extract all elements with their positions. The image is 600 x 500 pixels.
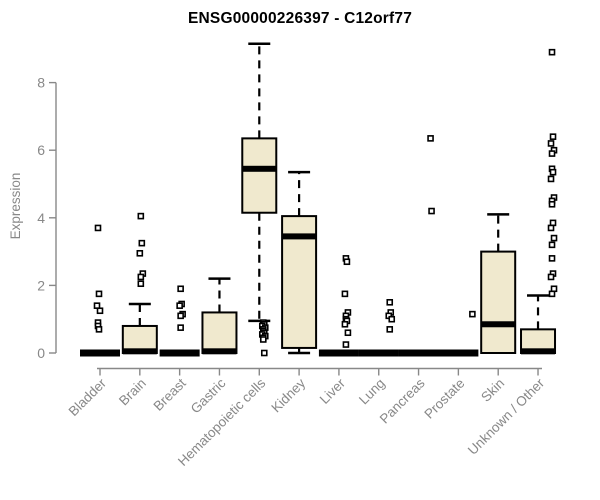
- y-tick-label: 2: [37, 277, 45, 293]
- outlier-point: [177, 285, 184, 293]
- collapsed-box: [358, 349, 399, 357]
- y-tick-label: 0: [37, 345, 45, 361]
- outlier-point: [548, 150, 556, 157]
- outlier-point: [94, 224, 102, 232]
- outlier-point: [549, 168, 557, 176]
- collapsed-box: [398, 349, 439, 357]
- x-tick-label: Brain: [116, 376, 149, 409]
- box: [241, 137, 278, 214]
- outlier-point: [177, 312, 184, 320]
- outlier-point: [549, 219, 557, 227]
- outlier-point: [137, 280, 145, 288]
- x-tick-label: Liver: [317, 375, 349, 407]
- outlier-point: [547, 140, 555, 147]
- chart-title: ENSG00000226397 - C12orf77: [187, 10, 413, 27]
- outlier-point: [428, 207, 435, 215]
- outlier-point: [550, 234, 558, 242]
- y-tick-label: 4: [37, 210, 45, 226]
- y-tick-label: 6: [37, 142, 45, 158]
- outlier-point: [344, 329, 352, 337]
- outlier-point: [137, 212, 145, 220]
- collapsed-box: [438, 349, 479, 357]
- outlier-point: [177, 324, 184, 331]
- outlier-point: [548, 241, 556, 249]
- outlier-point: [386, 298, 394, 306]
- outlier-point: [549, 133, 557, 140]
- collapsed-box: [318, 349, 359, 357]
- outlier-point: [342, 341, 350, 348]
- outlier-point: [260, 349, 268, 357]
- outlier-point: [550, 285, 558, 293]
- median-line: [481, 321, 516, 328]
- median-line: [282, 233, 317, 240]
- outlier-point: [341, 320, 349, 328]
- outlier-point: [547, 273, 555, 281]
- x-tick-label: Lung: [356, 376, 388, 408]
- outlier-point: [547, 175, 555, 183]
- outlier-point: [176, 302, 183, 309]
- x-tick-label: Kidney: [268, 375, 308, 415]
- box: [480, 250, 517, 355]
- y-tick-label: 8: [37, 75, 45, 91]
- outlier-point: [548, 200, 556, 208]
- outlier-point: [95, 326, 103, 333]
- outlier-point: [386, 326, 394, 333]
- outlier-point: [136, 249, 144, 257]
- outlier-point: [548, 48, 556, 56]
- outlier-point: [548, 255, 556, 262]
- x-tick-label: Skin: [478, 376, 507, 405]
- median-line: [242, 165, 277, 172]
- x-tick-label: Unknown / Other: [465, 375, 548, 458]
- outlier-point: [547, 224, 555, 232]
- outlier-point: [137, 273, 145, 281]
- median-line: [521, 348, 556, 355]
- x-tick-label: Breast: [151, 375, 189, 413]
- outlier-point: [138, 239, 146, 247]
- outlier-point: [427, 135, 434, 142]
- outlier-point: [343, 258, 351, 266]
- x-tick-label: Bladder: [66, 375, 110, 419]
- collapsed-box: [159, 349, 200, 357]
- outlier-point: [93, 302, 101, 309]
- box: [201, 311, 238, 355]
- outlier-point: [548, 290, 556, 298]
- median-line: [202, 348, 237, 355]
- outlier-point: [96, 307, 104, 315]
- outlier-point: [469, 310, 476, 318]
- outlier-point: [341, 290, 349, 298]
- x-tick-label: Prostate: [421, 376, 467, 422]
- outlier-point: [95, 290, 103, 298]
- collapsed-box: [80, 349, 120, 357]
- median-line: [122, 348, 157, 355]
- outlier-point: [259, 336, 267, 343]
- outlier-point: [388, 315, 396, 323]
